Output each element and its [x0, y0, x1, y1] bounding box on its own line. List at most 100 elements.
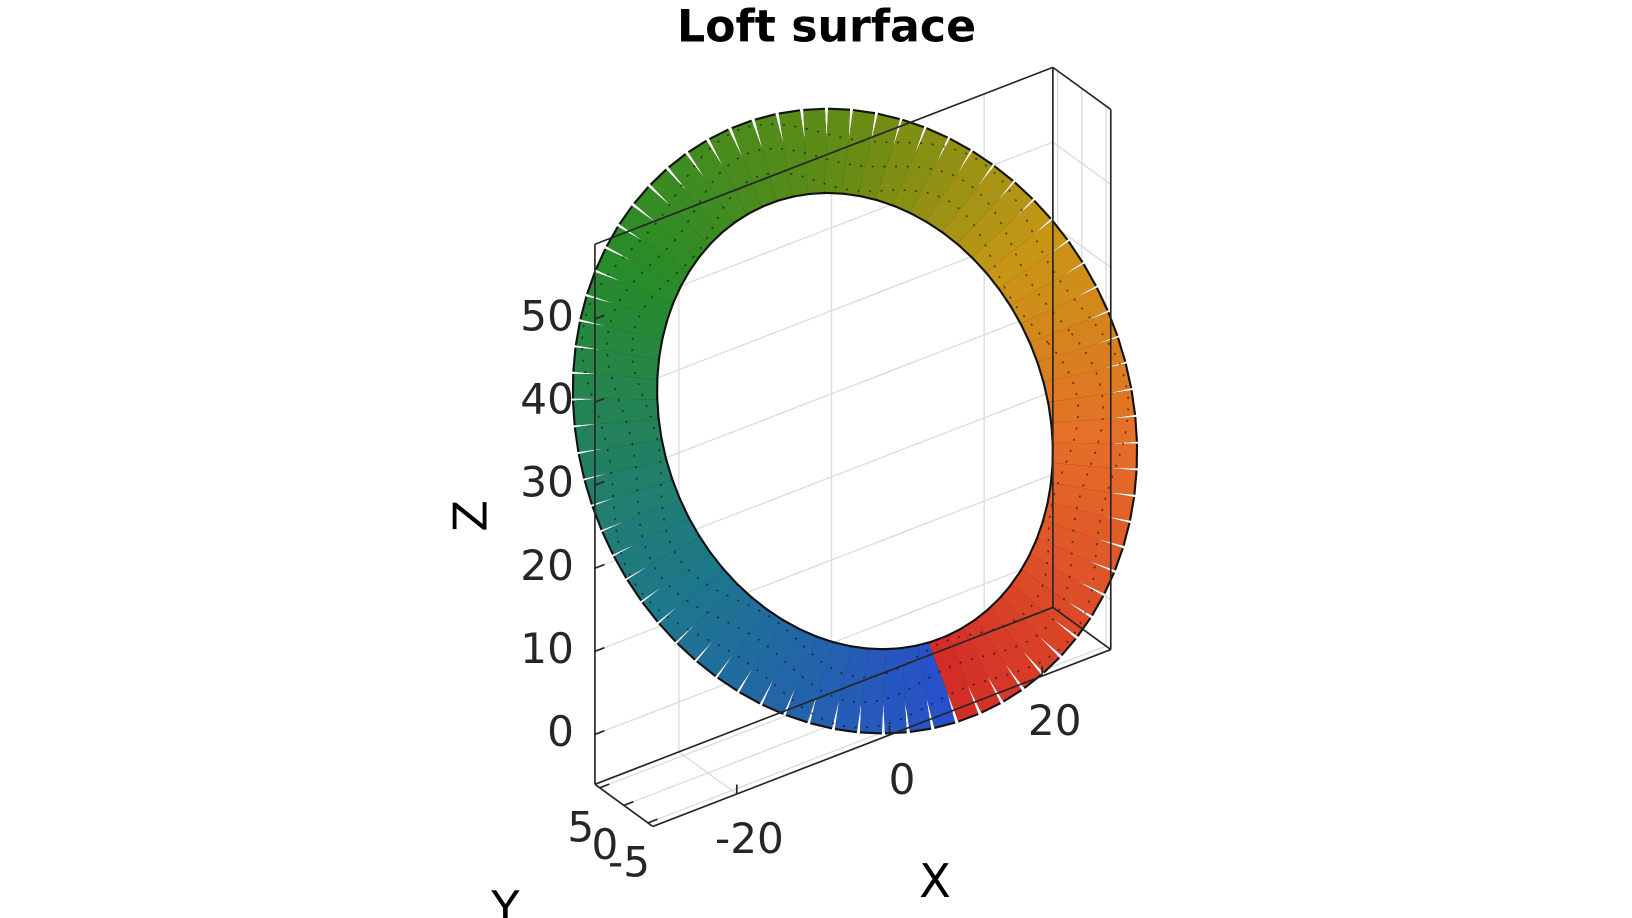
- surface-segment: [688, 141, 751, 223]
- surface-segment: [593, 476, 680, 530]
- surface-segment: [986, 597, 1059, 672]
- surface-segment: [1036, 520, 1122, 570]
- surface-segment: [1021, 288, 1107, 346]
- y-tick-label: -5: [608, 838, 650, 887]
- tick-mark: [594, 646, 605, 653]
- surface-segment: [628, 533, 711, 601]
- axis-line: [1052, 66, 1112, 111]
- surface-segment: [942, 166, 1013, 247]
- z-tick-label: 50: [520, 292, 574, 341]
- surface-segment: [651, 170, 724, 245]
- tick-mark: [647, 818, 658, 824]
- x-axis-label: X: [919, 854, 951, 908]
- surface-segment: [880, 649, 907, 733]
- surface-segment: [1030, 312, 1117, 366]
- tick-mark: [623, 800, 634, 807]
- surface-segment: [643, 551, 724, 622]
- surface-segment: [1049, 390, 1135, 427]
- surface-segment: [575, 415, 661, 452]
- surface-segment: [929, 636, 978, 721]
- surface-segment: [1043, 501, 1129, 546]
- grid-line: [1052, 141, 1112, 185]
- surface-segment: [897, 646, 932, 731]
- grid-line: [594, 307, 1054, 486]
- axis-line: [594, 606, 1054, 786]
- tick-mark: [599, 783, 610, 789]
- surface-segment: [1038, 337, 1125, 386]
- surface-segment: [972, 609, 1041, 688]
- surface-segment: [755, 115, 797, 201]
- axis-line: [594, 66, 1054, 246]
- surface-segment: [574, 395, 658, 426]
- z-tick-label: 20: [520, 541, 574, 590]
- surface-segment: [1044, 363, 1131, 407]
- surface-segment: [909, 139, 970, 223]
- surface-segment: [739, 619, 801, 703]
- surface-segment: [607, 227, 691, 288]
- surface-segment: [786, 636, 835, 722]
- surface-segment: [858, 114, 900, 200]
- surface-strand: [581, 123, 1130, 729]
- surface-segment: [762, 628, 818, 714]
- surface-segment: [892, 129, 948, 214]
- surface-segment: [810, 642, 852, 728]
- z-tick-label: 0: [547, 707, 574, 756]
- surface-segment: [581, 296, 667, 341]
- y-tick-label: 0: [592, 820, 619, 869]
- surface-segment: [620, 206, 701, 273]
- z-tick-label: 30: [520, 458, 574, 507]
- chart-title: Loft surface: [677, 1, 976, 52]
- surface-segment: [614, 515, 699, 578]
- surface-segment: [1048, 482, 1134, 521]
- surface-segment: [579, 436, 666, 479]
- surface-segment: [778, 111, 813, 196]
- y-axis-label: Y: [490, 881, 520, 918]
- surface-segment: [574, 347, 659, 380]
- surface-segment: [859, 649, 886, 733]
- surface-segment: [659, 567, 738, 641]
- surface-segment: [709, 130, 766, 214]
- surface-segment: [803, 109, 830, 193]
- z-tick-label: 40: [520, 375, 574, 424]
- surface-segment: [731, 121, 781, 207]
- tick-mark: [594, 563, 605, 570]
- z-tick-label: 10: [520, 624, 574, 673]
- surface: [571, 107, 1139, 735]
- surface-segment: [634, 187, 712, 258]
- surface-segment: [669, 154, 738, 233]
- y-tick-label: 5: [567, 802, 594, 851]
- surface-segment: [1009, 570, 1090, 636]
- surface-segment: [1051, 462, 1136, 495]
- axis-line: [1052, 606, 1112, 651]
- surface-segment: [841, 111, 875, 196]
- surface-segment: [576, 321, 662, 360]
- surface-segment: [588, 272, 674, 322]
- surface-segment: [585, 456, 672, 505]
- surface-segment: [944, 628, 1001, 712]
- surface-segment: [718, 608, 784, 691]
- surface-segment: [986, 220, 1067, 292]
- surface-segment: [999, 242, 1082, 309]
- surface-segment: [603, 496, 689, 555]
- surface-segment: [958, 183, 1032, 260]
- surface-segment: [913, 642, 955, 727]
- surface-segment: [677, 582, 752, 660]
- axis-line: [652, 648, 1112, 828]
- surface-segment: [1019, 554, 1103, 616]
- surface-segment: [697, 596, 768, 676]
- tick-mark: [594, 480, 605, 486]
- surface-segment: [972, 201, 1051, 275]
- surface-segment: [596, 249, 682, 305]
- tick-mark: [594, 397, 605, 403]
- x-tick-label: 0: [889, 755, 916, 804]
- x-tick-label: -20: [715, 814, 784, 863]
- z-axis-label: Z: [443, 500, 497, 532]
- surface-segment: [958, 619, 1022, 701]
- surface-segment: [926, 152, 992, 234]
- tick-mark: [594, 729, 605, 736]
- x-tick-label: 20: [1028, 696, 1082, 745]
- tick-mark: [594, 314, 605, 320]
